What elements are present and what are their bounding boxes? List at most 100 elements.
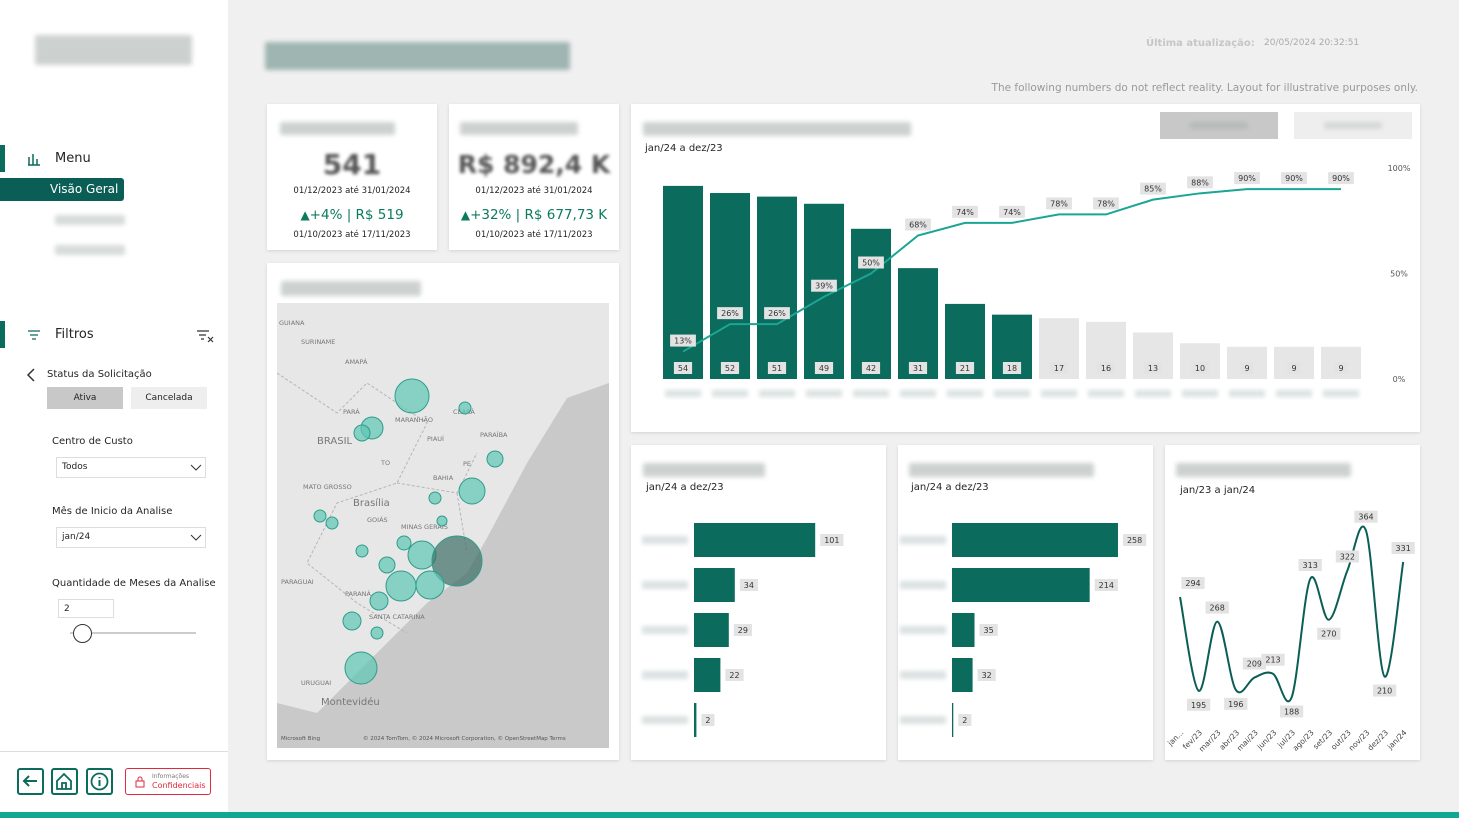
chart-card: jan/24 a dez/23 0% 50% 100% 54 52 51 49 42 31 21 1… [631, 104, 1420, 432]
info-button[interactable] [86, 768, 113, 795]
bar [694, 613, 729, 647]
data-label: 78% [1097, 199, 1115, 208]
nav-item[interactable] [55, 245, 125, 255]
data-label: 26% [768, 309, 786, 318]
data-label-box [1002, 362, 1022, 374]
data-label: 50% [862, 259, 880, 268]
chart-subtitle: jan/23 a jan/24 [1180, 485, 1256, 496]
map-bubble [369, 591, 389, 611]
slider-track [70, 632, 196, 634]
data-label: 188 [1284, 707, 1299, 716]
data-label: 196 [1228, 700, 1243, 709]
data-label-box [764, 307, 790, 320]
map-label: AMAPÁ [345, 357, 368, 366]
page-title [265, 42, 570, 70]
map-label: PIAUÍ [427, 434, 444, 443]
category-label [1088, 390, 1124, 397]
map-bubble [378, 556, 396, 574]
map-label: MARANHÃO [395, 415, 433, 424]
input-value: 2 [64, 604, 70, 614]
map-label: PARAGUAI [281, 578, 314, 586]
data-label-box [1187, 176, 1213, 189]
category-label [900, 390, 936, 397]
updated-label: Última atualização: [1146, 38, 1255, 49]
data-label-box [1093, 197, 1119, 210]
data-label: 2 [962, 716, 967, 725]
data-label: 35 [984, 626, 994, 635]
data-label-box [1205, 601, 1229, 614]
bar [952, 658, 973, 692]
back-chevron[interactable] [26, 368, 36, 382]
data-label: 294 [1185, 579, 1200, 588]
start-month-select[interactable]: jan/24 [56, 527, 206, 548]
data-label: 22 [729, 671, 739, 680]
data-label-box [1334, 362, 1348, 374]
category-label [900, 716, 946, 724]
nav-item[interactable] [55, 215, 125, 225]
data-label-box [1240, 362, 1254, 374]
data-label-box [1354, 510, 1378, 523]
back-button[interactable] [17, 768, 44, 795]
data-label-box [1242, 657, 1267, 670]
data-label-box [958, 714, 972, 726]
status-button[interactable]: Ativa [47, 387, 123, 409]
toggle-button[interactable] [1294, 112, 1412, 139]
category-label [642, 626, 688, 634]
map-bubble [428, 491, 442, 505]
map-bubble [431, 535, 483, 587]
data-label: 49 [819, 364, 829, 373]
bar [694, 658, 721, 692]
bar [952, 568, 1090, 602]
data-label: 268 [1210, 604, 1225, 613]
bar-chart: 258 214 35 32 2 [900, 523, 1147, 737]
data-label-box [1287, 362, 1301, 374]
bar [898, 268, 938, 379]
data-label-box [1335, 550, 1360, 563]
disclaimer: The following numbers do not reflect rea… [991, 82, 1418, 94]
nav-item[interactable]: Visão Geral [0, 178, 124, 201]
data-label-box [1279, 705, 1304, 718]
logo [35, 35, 192, 65]
data-label: 13% [674, 337, 692, 346]
home-button[interactable] [51, 768, 78, 795]
status-button[interactable]: Cancelada [131, 387, 207, 409]
data-label: 31 [913, 364, 923, 373]
cost-center-select[interactable]: Todos [56, 457, 206, 478]
category-label [806, 390, 842, 397]
kpi-compare: 01/10/2023 até 17/11/2023 [475, 230, 593, 240]
chart-card: jan/24 a dez/23 258 214 35 32 2 [898, 445, 1153, 760]
chart-subtitle: jan/24 a dez/23 [911, 482, 989, 493]
map-bubble [353, 424, 371, 442]
data-label: 270 [1321, 630, 1336, 639]
kpi-card: R$ 892,4 K 01/12/2023 até 31/01/2024 ▲+3… [449, 104, 619, 250]
data-label-box [725, 669, 744, 681]
map-label: GUIANA [279, 319, 305, 327]
map-label: TO [380, 459, 390, 467]
months-label: Quantidade de Meses da Analise [52, 578, 216, 589]
bar [851, 228, 891, 379]
toggle-button[interactable] [1160, 112, 1278, 139]
data-label-box [1186, 698, 1211, 711]
data-label: 78% [1050, 199, 1068, 208]
slider-knob[interactable] [73, 624, 92, 643]
months-input[interactable]: 2 [58, 599, 114, 618]
data-label-box [673, 362, 693, 374]
cost-center-label: Centro de Custo [52, 436, 133, 447]
chart-subtitle: jan/24 a dez/23 [646, 482, 724, 493]
bar [952, 613, 975, 647]
x-tick-label: dez/23 [1366, 728, 1390, 752]
map-bubble [370, 626, 384, 640]
data-label-box [720, 362, 740, 374]
menu-marker [0, 145, 5, 172]
clear-filters[interactable] [196, 329, 214, 343]
menu-label: Menu [55, 151, 91, 166]
data-label-box [1372, 684, 1397, 697]
category-label [1276, 390, 1312, 397]
data-label: 26% [721, 309, 739, 318]
map-bubble [325, 516, 339, 530]
x-tick-label: ago/23 [1291, 728, 1316, 753]
data-label-box [955, 362, 975, 374]
category-label [900, 536, 946, 544]
menu-icon [28, 154, 40, 166]
